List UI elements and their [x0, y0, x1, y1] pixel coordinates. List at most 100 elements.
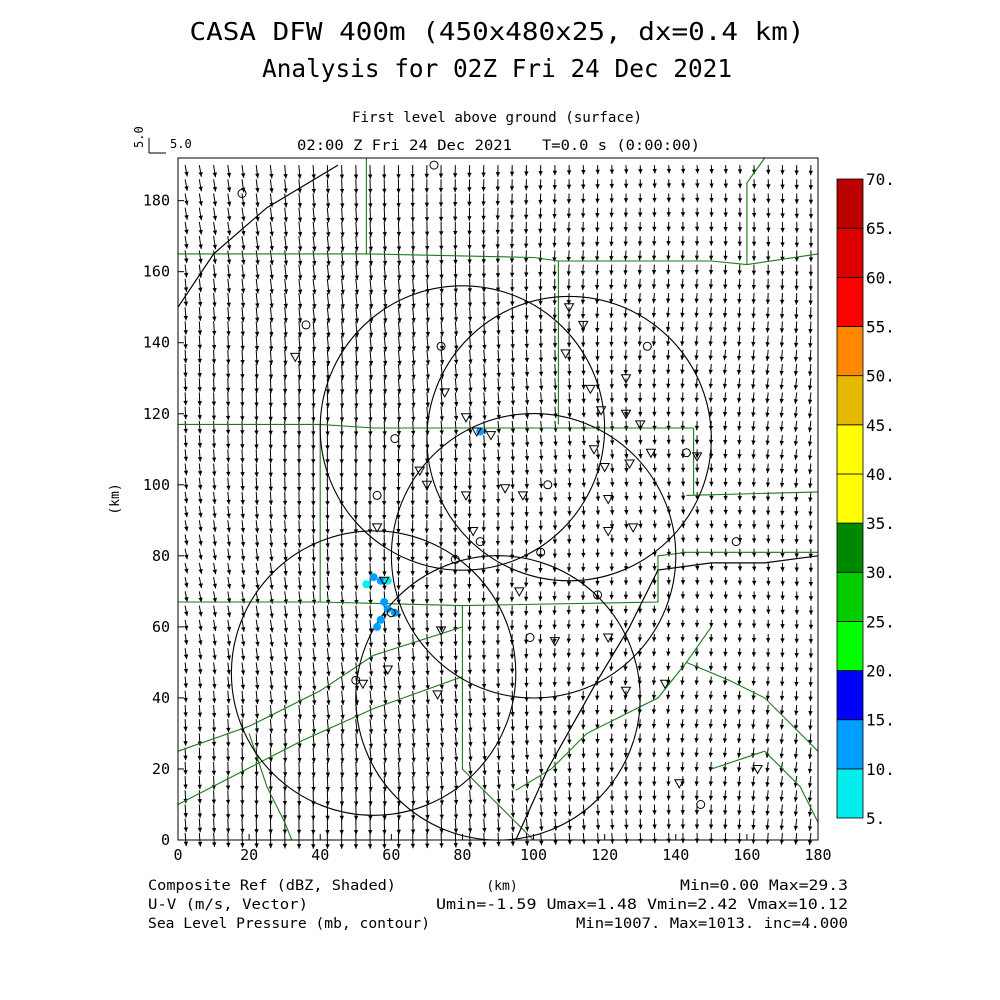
wind-vector	[438, 548, 444, 561]
colorbar-label: 5.	[866, 809, 885, 828]
wind-vector	[439, 776, 445, 791]
wind-vector	[581, 761, 586, 773]
wind-vector	[211, 449, 217, 463]
colorbar-swatch	[836, 621, 864, 672]
wind-vector	[610, 463, 615, 473]
y-tick-label: 40	[152, 689, 170, 707]
wind-vector	[339, 420, 344, 437]
wind-vector	[723, 506, 728, 515]
wind-vector	[397, 676, 402, 691]
wind-vector	[226, 477, 231, 491]
wind-vector	[680, 719, 685, 729]
wind-vector	[184, 250, 189, 264]
wind-vector	[807, 378, 813, 391]
wind-vector	[652, 633, 657, 642]
wind-vector	[183, 406, 188, 420]
wind-vector	[439, 818, 444, 834]
wind-vector	[709, 477, 714, 487]
wind-vector	[566, 165, 572, 175]
wind-vector	[453, 591, 458, 604]
wind-vector	[226, 449, 231, 463]
wind-vector	[766, 193, 771, 204]
vector-scale-label-vertical: 5.0	[132, 126, 146, 148]
wind-vector	[368, 562, 373, 577]
wind-vector	[212, 619, 217, 632]
wind-vector	[737, 435, 742, 445]
wind-vector	[326, 633, 331, 648]
wind-vector	[666, 392, 671, 403]
station-circle	[593, 590, 603, 600]
wind-vector	[723, 633, 728, 643]
wind-vector	[766, 562, 771, 572]
wind-vector	[184, 520, 189, 532]
wind-vector	[481, 491, 487, 504]
wind-vector	[623, 363, 628, 375]
wind-vector	[637, 619, 643, 628]
wind-vector	[297, 690, 303, 705]
wind-vector	[311, 449, 316, 464]
wind-vector	[425, 747, 430, 763]
colorbar-label: 20.	[866, 662, 895, 681]
wind-vector	[609, 704, 614, 715]
x-tick-label: 0	[173, 846, 182, 864]
wind-vector	[694, 292, 699, 304]
wind-vector	[666, 406, 671, 417]
wind-vector	[510, 704, 515, 717]
wind-vector	[680, 292, 685, 304]
wind-vector	[624, 477, 629, 487]
wind-vector	[638, 577, 643, 585]
station-circle	[696, 800, 706, 809]
wind-vector	[240, 449, 245, 463]
wind-vector	[354, 406, 359, 423]
wind-vector	[666, 477, 672, 487]
wind-vector	[695, 577, 700, 585]
wind-vector	[638, 207, 643, 218]
wind-vector	[638, 179, 643, 189]
wind-vector	[211, 349, 217, 364]
wind-vector	[339, 463, 344, 478]
wind-vector	[595, 605, 600, 614]
wind-vector	[793, 790, 798, 802]
wind-vector	[808, 591, 814, 601]
level-label: First level above ground (surface)	[352, 110, 642, 126]
wind-vector	[240, 690, 245, 704]
wind-vector	[780, 648, 785, 658]
wind-vector	[766, 165, 771, 175]
colorbar-label: 40.	[866, 465, 895, 484]
wind-vector	[680, 761, 685, 772]
wind-vector	[680, 179, 686, 188]
wind-vector	[397, 264, 402, 280]
wind-vector	[552, 292, 557, 305]
wind-vector	[354, 633, 359, 648]
wind-vector	[254, 776, 259, 791]
wind-vector	[411, 761, 416, 777]
wind-vector	[439, 463, 444, 477]
wind-vector	[595, 207, 600, 218]
wind-vector	[567, 406, 572, 418]
wind-vector	[581, 790, 586, 802]
x-tick-label: 180	[804, 846, 831, 864]
wind-vector	[184, 548, 189, 560]
wind-vector	[737, 420, 742, 431]
chart-title: CASA DFW 400m (450x480x25, dx=0.4 km)	[190, 17, 805, 46]
wind-vector	[326, 236, 331, 252]
wind-vector	[610, 818, 615, 830]
wind-vector	[368, 804, 373, 821]
wind-vector	[198, 278, 203, 293]
wind-vector	[354, 591, 359, 605]
wind-vector	[482, 406, 487, 420]
wind-vector	[184, 506, 189, 518]
wind-vector	[780, 591, 785, 601]
wind-vector	[368, 591, 373, 605]
wind-vector	[666, 605, 671, 614]
wind-vector	[397, 690, 402, 705]
colorbar-swatch	[836, 768, 864, 819]
wind-vector	[225, 406, 231, 421]
wind-vector	[325, 435, 330, 450]
wind-vector	[410, 548, 415, 562]
wind-vector	[808, 278, 813, 291]
wind-vector	[340, 719, 345, 734]
wind-vector	[410, 506, 415, 520]
wind-vector	[722, 363, 728, 375]
wind-vector	[496, 676, 501, 689]
